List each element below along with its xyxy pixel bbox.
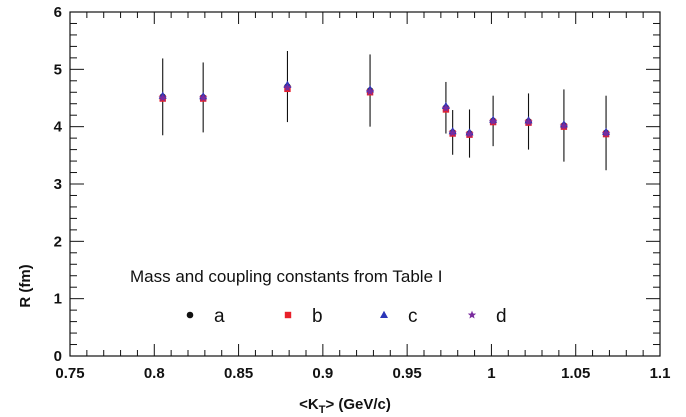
legend-label-a: a [214,306,225,327]
point-d [601,129,611,138]
axis-ticks [69,11,661,357]
x-tick-label: 0.85 [224,365,253,382]
legend: Mass and coupling constants from Table I… [130,267,507,327]
x-tick-label: 0.9 [312,365,333,382]
y-tick-label: 2 [54,233,62,250]
x-tick-label: 0.8 [144,365,165,382]
y-tick-label: 0 [54,348,62,365]
point-d [559,121,569,130]
x-tick-label: 0.75 [55,365,84,382]
legend-marker-c [380,310,388,318]
x-axis-title-main: <K [299,396,319,413]
legend-marker-a [186,311,194,319]
legend-marker-d [467,310,477,319]
legend-label-b: b [312,306,323,327]
point-d [524,117,533,126]
point-d [448,128,457,137]
x-axis-title-subscript: T [319,404,326,416]
legend-entries: a b c d [186,306,507,327]
y-axis-title: R (fm) [17,264,34,307]
y-tick-label: 5 [54,61,62,78]
y-tick-label: 1 [54,291,62,308]
x-tick-label: 1.1 [650,365,671,382]
point-d [488,117,498,126]
x-axis-title: <KT> (GeV/c) [299,396,391,416]
point-d [283,83,292,92]
point-d [198,93,208,102]
plot-frame [69,11,661,357]
legend-marker-b [284,311,292,319]
point-d [365,87,375,96]
point-d [441,103,451,112]
axis-tick-labels: 0.75 0.8 0.85 0.9 0.95 1 1.05 1.1 0 1 2 3 4 5 6 [54,4,671,382]
x-tick-label: 1.05 [561,365,590,382]
data-points [158,50,611,171]
legend-label-d: d [496,306,507,327]
legend-title: Mass and coupling constants from Table I [130,267,442,286]
y-tick-label: 3 [54,176,62,193]
x-tick-label: 0.95 [393,365,422,382]
point-d [158,93,167,102]
point-d [465,129,474,138]
legend-label-c: c [408,306,418,327]
x-tick-label: 1 [487,365,495,382]
y-tick-label: 6 [54,4,62,21]
x-axis-title-rest: > (GeV/c) [325,396,390,413]
y-tick-label: 4 [54,119,63,136]
